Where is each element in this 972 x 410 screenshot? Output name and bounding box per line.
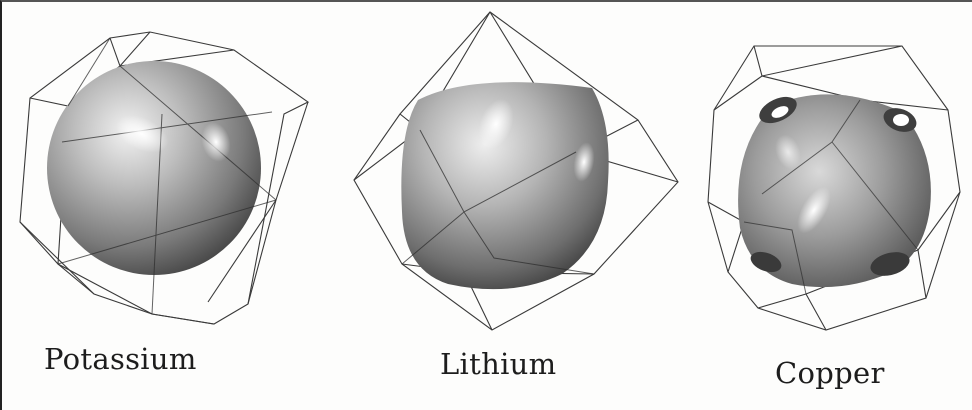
panel-lithium <box>353 11 679 331</box>
label-copper: Copper <box>775 356 885 390</box>
fermi-surface-neck <box>750 96 917 276</box>
label-lithium: Lithium <box>440 347 557 381</box>
label-potassium: Potassium <box>44 342 197 376</box>
fermi-surface-sphere <box>47 61 261 275</box>
fermi-surface-rounded-cube <box>401 82 609 290</box>
panel-potassium <box>19 31 310 325</box>
panel-copper <box>707 45 961 331</box>
